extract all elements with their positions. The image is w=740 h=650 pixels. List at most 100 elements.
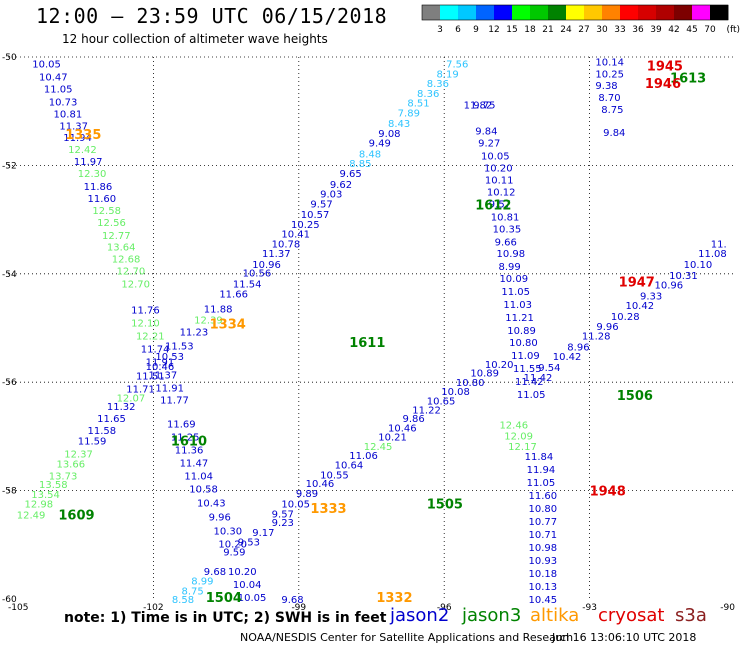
- swh-value: 10.56: [243, 269, 272, 280]
- swh-value: 13.66: [56, 460, 85, 471]
- swh-value: 8.36: [417, 89, 439, 100]
- colorbar-tick-label: 45: [686, 25, 697, 35]
- swh-value: 10.98: [497, 249, 526, 260]
- lon-tick-label: -102: [143, 603, 163, 613]
- colorbar-frame: [421, 4, 729, 21]
- swh-value: 10.45: [529, 595, 558, 606]
- swh-value: 10.98: [529, 543, 558, 554]
- colorbar-swatch: [494, 5, 513, 20]
- colorbar-swatch: [692, 5, 711, 20]
- pass-number: 1610: [171, 435, 207, 450]
- swh-value: 8.75: [182, 586, 204, 597]
- colorbar-tick-label: 6: [455, 25, 461, 35]
- lon-tick-label: -99: [291, 603, 306, 613]
- swh-value: 12.21: [136, 332, 165, 343]
- swh-value: 12.17: [508, 442, 537, 453]
- swh-value: 8.99: [191, 577, 213, 588]
- legend-jason2: jason2: [390, 605, 450, 626]
- swh-value: 10.11: [485, 175, 514, 186]
- colorbar-swatch: [476, 5, 495, 20]
- swh-value: 11.23: [180, 327, 209, 338]
- colorbar-tick-label: 12: [488, 25, 499, 35]
- swh-value: 12.42: [68, 145, 97, 156]
- swh-value: 9.57: [272, 509, 294, 520]
- swh-value: 12.98: [24, 500, 53, 511]
- swh-value: 8.75: [601, 105, 623, 116]
- swh-value: 12.46: [499, 420, 528, 431]
- colorbar-tick-label: 33: [614, 25, 625, 35]
- swh-value: 12.30: [78, 169, 107, 180]
- timestamp-text: Jun 16 13:06:10 UTC 2018: [552, 631, 697, 644]
- swh-value: 10.81: [54, 109, 83, 120]
- swh-value: 10.71: [529, 530, 558, 541]
- swh-value: 11.94: [63, 133, 92, 144]
- swh-value: 10.31: [669, 271, 698, 282]
- swh-value: 11.69: [167, 419, 196, 430]
- swh-value: 11.53: [165, 341, 194, 352]
- map-title: 12:00 – 23:59 UTC 06/15/2018: [36, 4, 388, 28]
- swh-value: 11.71: [126, 385, 155, 396]
- swh-value: 8.36: [427, 79, 449, 90]
- swh-value: 11.51: [136, 372, 165, 383]
- swh-value: 10.20: [485, 360, 514, 371]
- swh-value: 11.04: [184, 471, 213, 482]
- swh-value: 11.54: [233, 280, 262, 291]
- swh-value: 11.66: [219, 289, 248, 300]
- colorbar-swatch: [674, 5, 693, 20]
- swh-value: 10.64: [335, 461, 364, 472]
- legend-jason3: jason3: [462, 605, 522, 626]
- swh-value: 12.09: [504, 431, 533, 442]
- colorbar-swatch: [602, 5, 621, 20]
- swh-value: 10.77: [529, 517, 558, 528]
- swh-value: 11.05: [527, 478, 556, 489]
- pass-number: 1332: [376, 591, 412, 606]
- colorbar-tick-label: 15: [506, 25, 517, 35]
- swh-value: 10.25: [291, 220, 320, 231]
- swh-value: 10.42: [625, 301, 654, 312]
- swh-value: 11.55: [513, 364, 542, 375]
- swh-value: 10.81: [491, 212, 520, 223]
- swh-value: 10.09: [499, 274, 528, 285]
- swh-value: 12.77: [102, 231, 131, 242]
- swh-value: 11.77: [160, 396, 189, 407]
- swh-value: 11.60: [87, 194, 116, 205]
- pass-number: 1504: [206, 591, 242, 606]
- colorbar-swatch: [638, 5, 657, 20]
- colorbar-swatch: [512, 5, 531, 20]
- swh-value: 9.53: [238, 538, 260, 549]
- swh-value: 9.89: [296, 489, 318, 500]
- swh-value: 11.06: [349, 451, 378, 462]
- swh-value: 11.05: [517, 390, 546, 401]
- swh-value: 10.05: [281, 500, 310, 511]
- swh-value: 12.10: [131, 319, 160, 330]
- swh-value: 11.84: [525, 452, 554, 463]
- swh-value: 10.10: [684, 260, 713, 271]
- swh-value: 11.91: [155, 384, 184, 395]
- swh-value: 10.55: [320, 470, 349, 481]
- colorbar-tick-label: 30: [596, 25, 608, 35]
- colorbar-unit: (ft): [726, 25, 740, 35]
- swh-value: 10.13: [529, 582, 558, 593]
- colorbar-tick-label: 24: [560, 25, 572, 35]
- swh-value: 10.96: [252, 260, 281, 271]
- pass-number: 1335: [65, 128, 101, 143]
- swh-value: 9.86: [403, 414, 425, 425]
- swh-value: 12.07: [117, 393, 146, 404]
- swh-value: 9.59: [223, 547, 245, 558]
- swh-value: 10.28: [611, 312, 640, 323]
- map-subtitle: 12 hour collection of altimeter wave hei…: [62, 32, 328, 46]
- pass-number: 1611: [349, 336, 385, 351]
- legend-cryosat: cryosat: [598, 605, 665, 626]
- swh-value: 10.30: [213, 527, 242, 538]
- swh-value: 10.80: [509, 338, 538, 349]
- swh-value: 11.76: [131, 306, 160, 317]
- pass-number: 1333: [310, 502, 346, 517]
- colorbar-swatch: [656, 5, 675, 20]
- pass-number: 1946: [645, 77, 681, 92]
- swh-value: 8.96: [567, 342, 589, 353]
- swh-value: 9.66: [495, 237, 517, 248]
- swh-value: 10.20: [218, 540, 247, 551]
- swh-value: 9.03: [320, 190, 342, 201]
- swh-value: 9.27: [478, 139, 500, 150]
